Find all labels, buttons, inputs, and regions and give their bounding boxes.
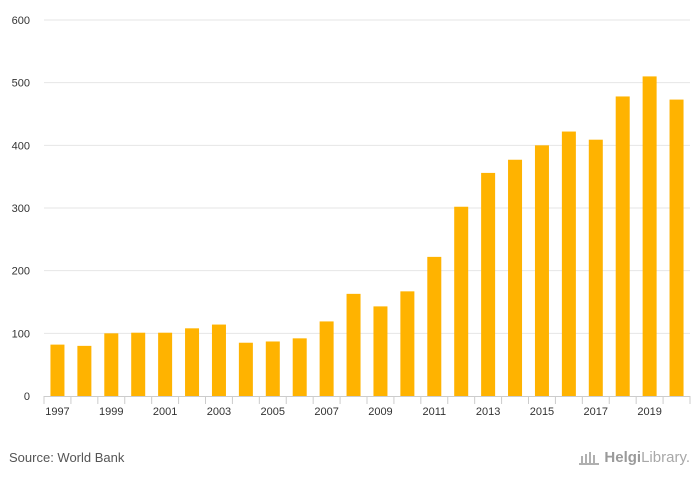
source-note: Source: World Bank	[9, 450, 125, 465]
library-building-icon	[579, 451, 600, 465]
y-tick-label: 200	[12, 266, 30, 278]
bar-1997	[50, 344, 65, 396]
x-tick-label: 2011	[422, 406, 446, 418]
x-tick-label: 2007	[314, 406, 338, 418]
x-axis-tick-labels: 1997 1999 2001 2003 2005 2007 2009 2011 2013 2015…	[45, 406, 662, 418]
y-tick-label: 100	[12, 328, 30, 340]
brand-name-rest: Library.	[641, 449, 690, 466]
bars	[50, 76, 684, 397]
bar-2020	[669, 99, 684, 396]
bar-2000	[131, 332, 146, 396]
x-tick-label: 2003	[207, 406, 231, 418]
x-tick-label: 2005	[261, 406, 285, 418]
bar-2016	[561, 131, 576, 396]
bar-chart: 0 100 200 300 400 500 600 1997 1999 2001 2003 2005…	[12, 15, 691, 418]
bar-1999	[104, 333, 119, 396]
x-tick-label: 2017	[584, 406, 608, 418]
x-axis	[43, 396, 691, 404]
bar-2008	[346, 293, 361, 396]
bar-2012	[454, 206, 469, 396]
bar-2015	[534, 145, 549, 396]
x-tick-label: 1997	[45, 406, 69, 418]
y-tick-label: 400	[12, 140, 30, 152]
bar-1998	[77, 345, 92, 396]
y-tick-label: 300	[12, 203, 30, 215]
y-tick-label: 500	[12, 78, 30, 90]
gridlines	[44, 19, 690, 334]
x-tick-label: 2013	[476, 406, 500, 418]
bar-2009	[373, 306, 388, 396]
bar-2018	[615, 96, 630, 396]
bar-2019	[642, 76, 657, 397]
bar-2002	[185, 328, 200, 396]
y-tick-label: 0	[24, 391, 30, 403]
bar-2004	[238, 342, 253, 396]
bar-2011	[427, 256, 442, 396]
bar-2005	[265, 341, 280, 396]
bar-2006	[292, 338, 307, 396]
bar-2014	[508, 159, 523, 396]
bar-2013	[481, 172, 496, 396]
x-tick-label: 2019	[637, 406, 661, 418]
bar-2017	[588, 139, 603, 396]
brand-name-bold: Helgi	[604, 449, 642, 466]
bar-2003	[211, 324, 226, 396]
bar-2007	[319, 321, 334, 396]
x-tick-label: 1999	[99, 406, 123, 418]
x-tick-label: 2009	[368, 406, 392, 418]
bar-2001	[158, 332, 173, 396]
y-axis-tick-labels: 0 100 200 300 400 500 600	[12, 15, 30, 403]
bar-2010	[400, 291, 415, 396]
y-tick-label: 600	[12, 15, 30, 27]
x-tick-label: 2015	[530, 406, 554, 418]
x-tick-label: 2001	[153, 406, 177, 418]
brand-logo: HelgiLibrary.	[578, 449, 690, 466]
